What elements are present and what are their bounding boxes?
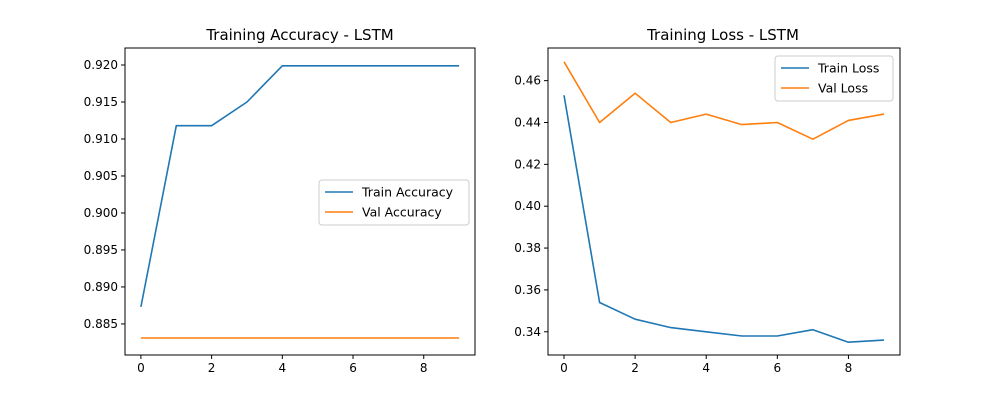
plot-frame xyxy=(547,47,901,356)
series-line-0 xyxy=(140,65,460,308)
x-tick-label: 4 xyxy=(279,361,287,375)
x-tick-label: 4 xyxy=(702,361,710,375)
x-tick-label: 8 xyxy=(845,361,853,375)
y-tick-label: 0.915 xyxy=(84,95,118,109)
x-tick-label: 6 xyxy=(774,361,782,375)
x-tick-label: 0 xyxy=(137,361,145,375)
y-axis-ticks: 0.885 0.890 0.895 0.900 0.905 0.910 0.915 0.920 xyxy=(84,58,125,331)
y-tick-label: 0.38 xyxy=(514,241,541,255)
y-tick-label: 0.46 xyxy=(514,74,541,88)
y-tick-label: 0.890 xyxy=(84,280,118,294)
x-tick-label: 2 xyxy=(631,361,639,375)
legend-label: Val Loss xyxy=(818,81,868,96)
y-axis-ticks: 0.34 0.36 0.38 0.40 0.42 0.44 0.46 xyxy=(514,74,548,339)
y-tick-label: 0.895 xyxy=(84,243,118,257)
y-tick-label: 0.905 xyxy=(84,169,118,183)
x-tick-label: 8 xyxy=(420,361,428,375)
y-tick-label: 0.36 xyxy=(514,283,541,297)
plot-frame xyxy=(124,47,476,356)
y-tick-label: 0.910 xyxy=(84,132,118,146)
x-tick-label: 2 xyxy=(208,361,216,375)
legend: Train Loss Val Loss xyxy=(774,55,894,102)
accuracy-chart: Training Accuracy - LSTM 0 2 4 6 8 0.885 0.89… xyxy=(84,26,476,375)
legend-box xyxy=(318,179,470,226)
x-axis-ticks: 0 2 4 6 8 xyxy=(560,355,852,375)
y-tick-label: 0.885 xyxy=(84,317,118,331)
y-tick-label: 0.44 xyxy=(514,116,541,130)
x-axis-ticks: 0 2 4 6 8 xyxy=(137,355,428,375)
y-tick-label: 0.34 xyxy=(514,325,541,339)
y-tick-label: 0.900 xyxy=(84,206,118,220)
chart-title: Training Accuracy - LSTM xyxy=(205,26,393,44)
legend: Train Accuracy Val Accuracy xyxy=(318,179,470,226)
plot-lines xyxy=(140,65,460,339)
y-tick-label: 0.40 xyxy=(514,199,541,213)
x-tick-label: 0 xyxy=(560,361,568,375)
y-tick-label: 0.42 xyxy=(514,157,541,171)
series-line-1 xyxy=(563,61,885,140)
series-line-0 xyxy=(563,95,885,344)
legend-label: Train Loss xyxy=(817,61,879,76)
legend-label: Train Accuracy xyxy=(361,185,454,200)
x-tick-label: 6 xyxy=(349,361,357,375)
y-tick-label: 0.920 xyxy=(84,58,118,72)
chart-title: Training Loss - LSTM xyxy=(646,26,799,44)
plot-lines xyxy=(563,61,885,344)
legend-label: Val Accuracy xyxy=(362,205,442,220)
